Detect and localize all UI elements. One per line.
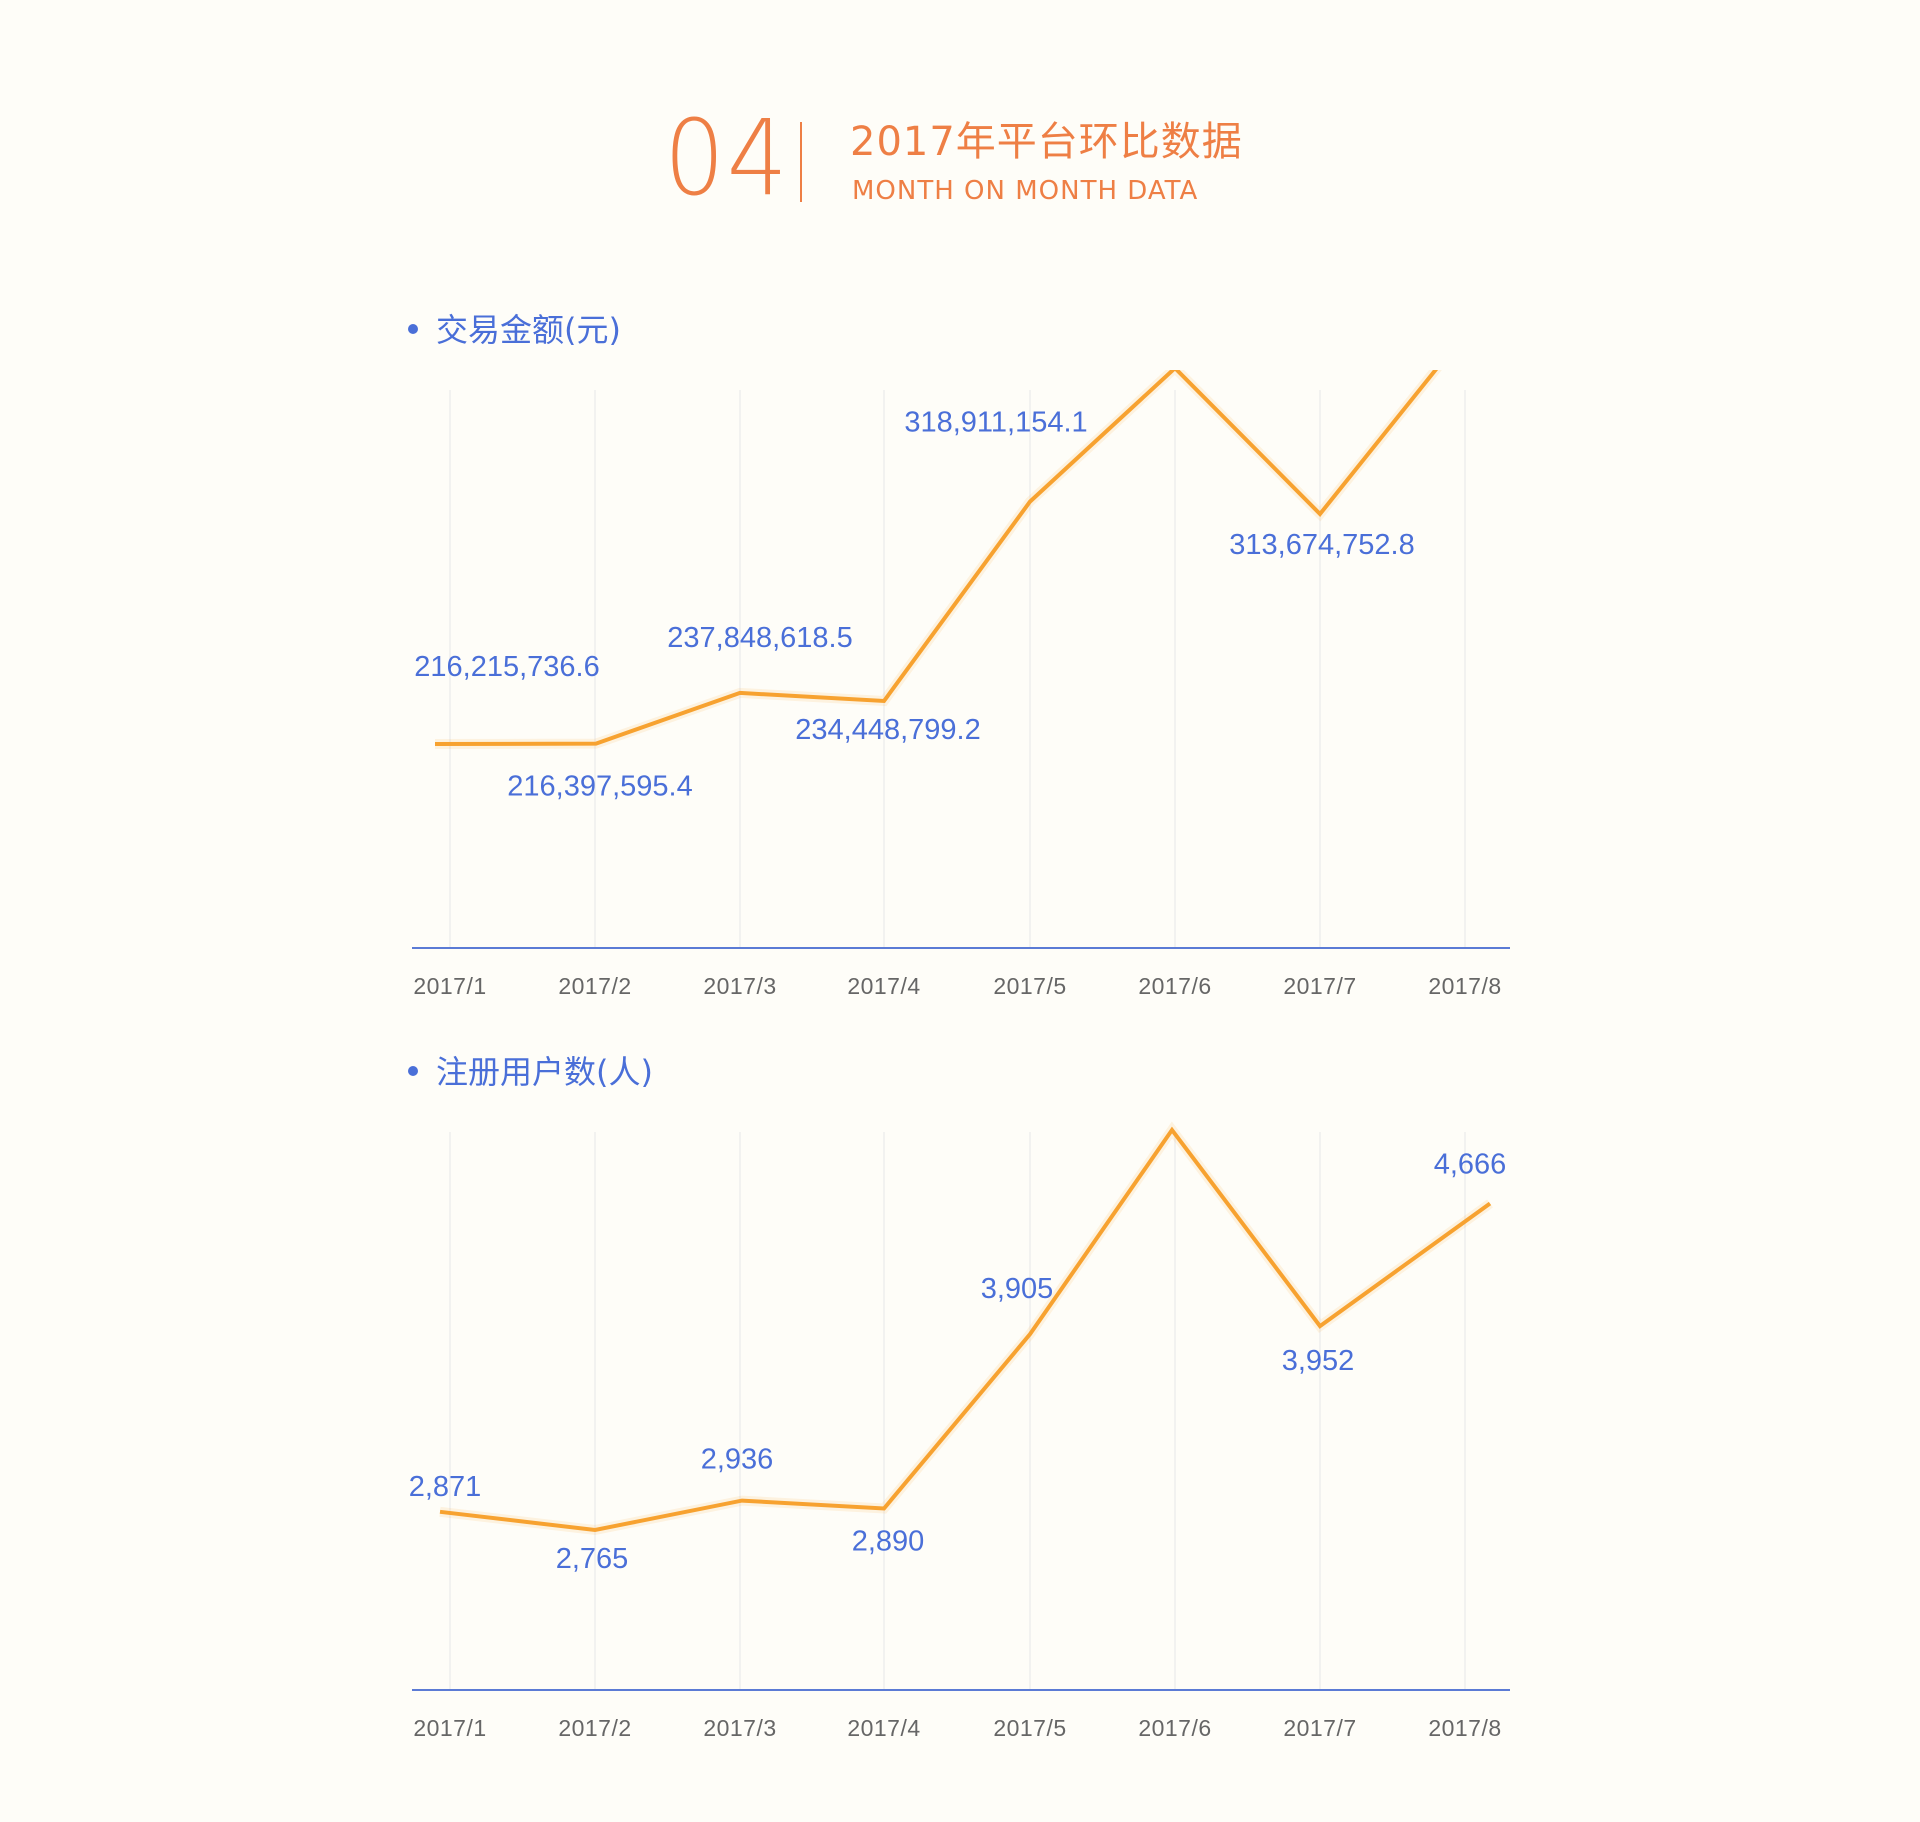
x-tick-label: 2017/6 bbox=[1138, 1715, 1211, 1741]
data-label: 3,905 bbox=[981, 1273, 1054, 1305]
users-line-chart: 2,871 2,765 2,936 2,890 3,905 5,094 3,952 4,666… bbox=[409, 1112, 1510, 1741]
x-tick-label: 2017/7 bbox=[1283, 973, 1356, 999]
data-label: 4,666 bbox=[1434, 1149, 1507, 1181]
x-tick-label: 2017/2 bbox=[558, 973, 631, 999]
data-label: 216,215,736.6 bbox=[414, 651, 599, 683]
data-label: 313,674,752.8 bbox=[1229, 529, 1414, 561]
data-label: 318,911,154.1 bbox=[904, 407, 1087, 439]
series-line-shadow bbox=[439, 1121, 1493, 1536]
data-label: 216,397,595.4 bbox=[507, 771, 692, 803]
x-tick-label: 2017/5 bbox=[993, 973, 1066, 999]
chart-title-text: 注册用户数(人) bbox=[436, 1053, 653, 1091]
chart-title-users: 注册用户数(人) bbox=[408, 1052, 653, 1092]
section-title: 2017年平台环比数据 bbox=[850, 119, 1243, 165]
x-tick-label: 2017/8 bbox=[1428, 1715, 1501, 1741]
x-tick-label: 2017/6 bbox=[1138, 973, 1211, 999]
data-label: 2,871 bbox=[409, 1471, 482, 1503]
bullet-icon bbox=[408, 324, 418, 334]
section-subtitle: MONTH ON MONTH DATA bbox=[852, 176, 1199, 206]
data-label: 3,952 bbox=[1282, 1345, 1355, 1377]
x-tick-label: 2017/1 bbox=[413, 1715, 486, 1741]
chart-title-transaction: 交易金额(元) bbox=[408, 310, 621, 350]
x-tick-label: 2017/2 bbox=[558, 1715, 631, 1741]
section-number: 04 bbox=[664, 97, 790, 219]
section-divider bbox=[800, 122, 802, 202]
data-label: 2,765 bbox=[556, 1543, 629, 1575]
x-tick-label: 2017/3 bbox=[703, 1715, 776, 1741]
bullet-icon bbox=[408, 1066, 418, 1076]
data-label: 2,936 bbox=[701, 1444, 774, 1476]
data-label: 5,094 bbox=[1136, 1112, 1209, 1113]
series-line bbox=[434, 370, 1439, 746]
section-header: 04 2017年平台环比数据 MONTH ON MONTH DATA bbox=[0, 0, 1920, 260]
x-tick-label: 2017/7 bbox=[1283, 1715, 1356, 1741]
data-label: 234,448,799.2 bbox=[795, 714, 980, 746]
data-label: 237,848,618.5 bbox=[667, 622, 852, 654]
data-label: 2,890 bbox=[852, 1526, 925, 1558]
x-tick-label: 2017/5 bbox=[993, 1715, 1066, 1741]
x-tick-label: 2017/4 bbox=[847, 973, 920, 999]
transaction-line-chart: 216,215,736.6 216,397,595.4 237,848,618.5 2… bbox=[412, 370, 1510, 999]
x-tick-label: 2017/8 bbox=[1428, 973, 1501, 999]
series-line bbox=[439, 1126, 1492, 1533]
x-tick-label: 2017/3 bbox=[703, 973, 776, 999]
x-tick-label: 2017/4 bbox=[847, 1715, 920, 1741]
x-tick-label: 2017/1 bbox=[413, 973, 486, 999]
chart-title-text: 交易金额(元) bbox=[436, 311, 621, 349]
